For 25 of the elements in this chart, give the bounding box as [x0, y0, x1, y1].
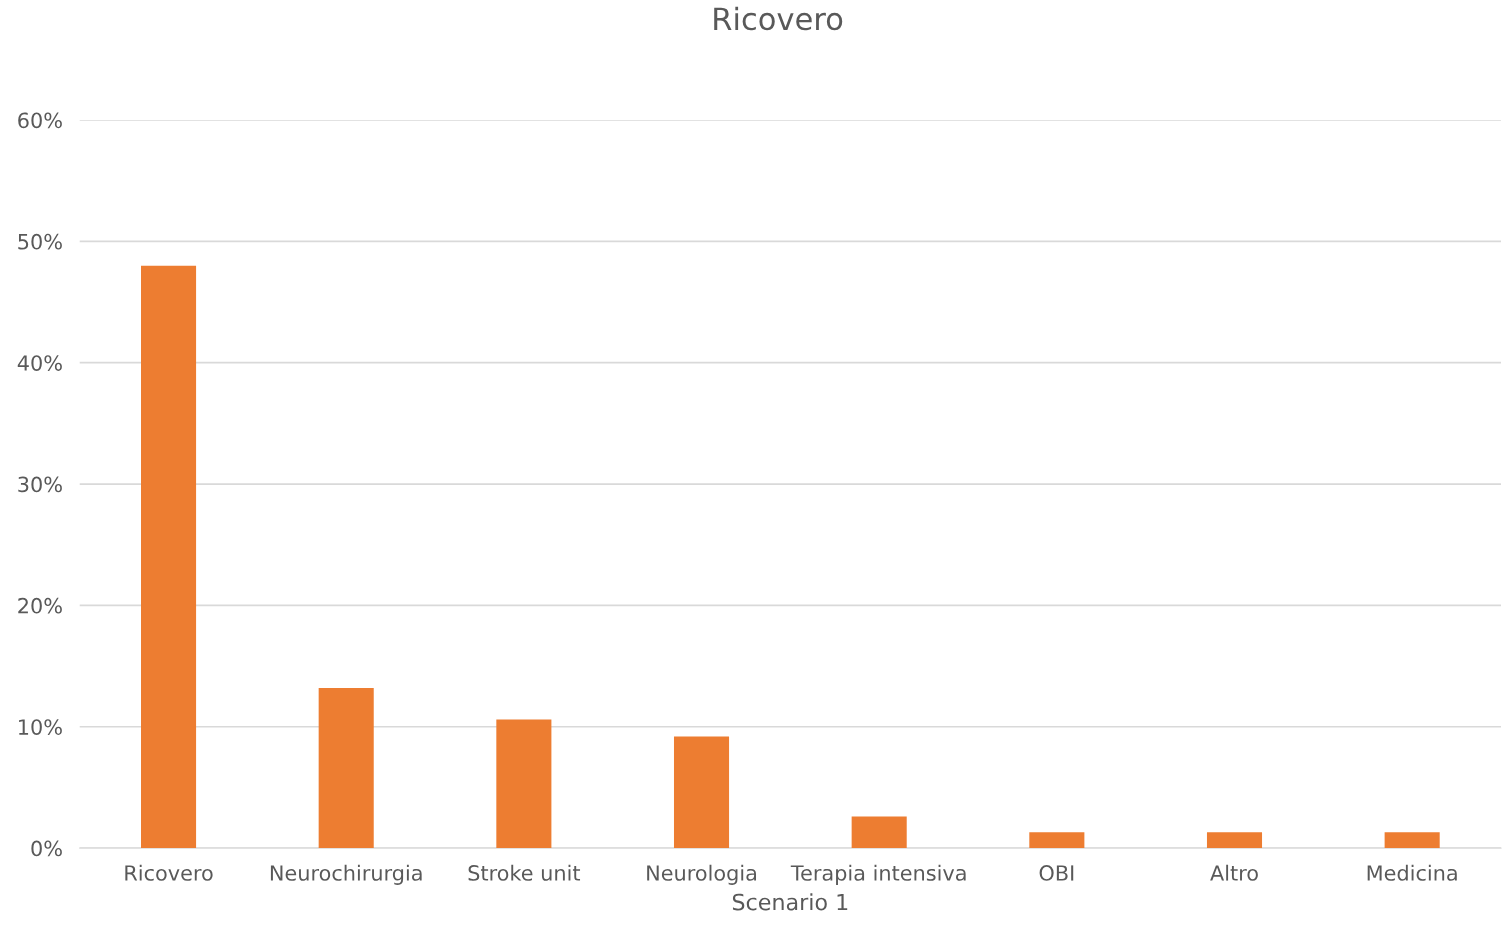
x-tick-label: OBI — [1039, 865, 1074, 881]
y-tick-label: 10% — [19, 719, 62, 735]
bar — [1206, 832, 1263, 849]
bar — [1029, 832, 1085, 849]
y-tick-label: 60% — [18, 112, 62, 129]
bar — [673, 736, 730, 849]
y-tick-label: 30% — [18, 476, 62, 493]
x-tick-label: Medicina — [1367, 864, 1457, 881]
y-tick-label: 0% — [31, 840, 62, 857]
bar — [318, 687, 374, 849]
x-tick-label: Altro — [1210, 864, 1258, 881]
y-tick-label: 20% — [18, 597, 62, 614]
x-axis-title: Scenario 1 — [732, 893, 848, 911]
chart-title: Ricovero — [714, 6, 843, 31]
x-tick-label: Stroke unit — [468, 864, 581, 881]
x-tick-label: Neurochirurgia — [270, 864, 422, 885]
bar — [1384, 832, 1440, 849]
x-tick-label: Terapia intensiva — [790, 864, 966, 885]
y-tick-label: 40% — [17, 355, 62, 371]
x-tick-label: Ricovero — [125, 864, 213, 881]
bar — [496, 719, 552, 849]
x-tick-label: Neurologia — [647, 864, 757, 885]
y-tick-label: 50% — [18, 233, 62, 250]
bar — [851, 816, 907, 849]
bar — [141, 265, 197, 849]
